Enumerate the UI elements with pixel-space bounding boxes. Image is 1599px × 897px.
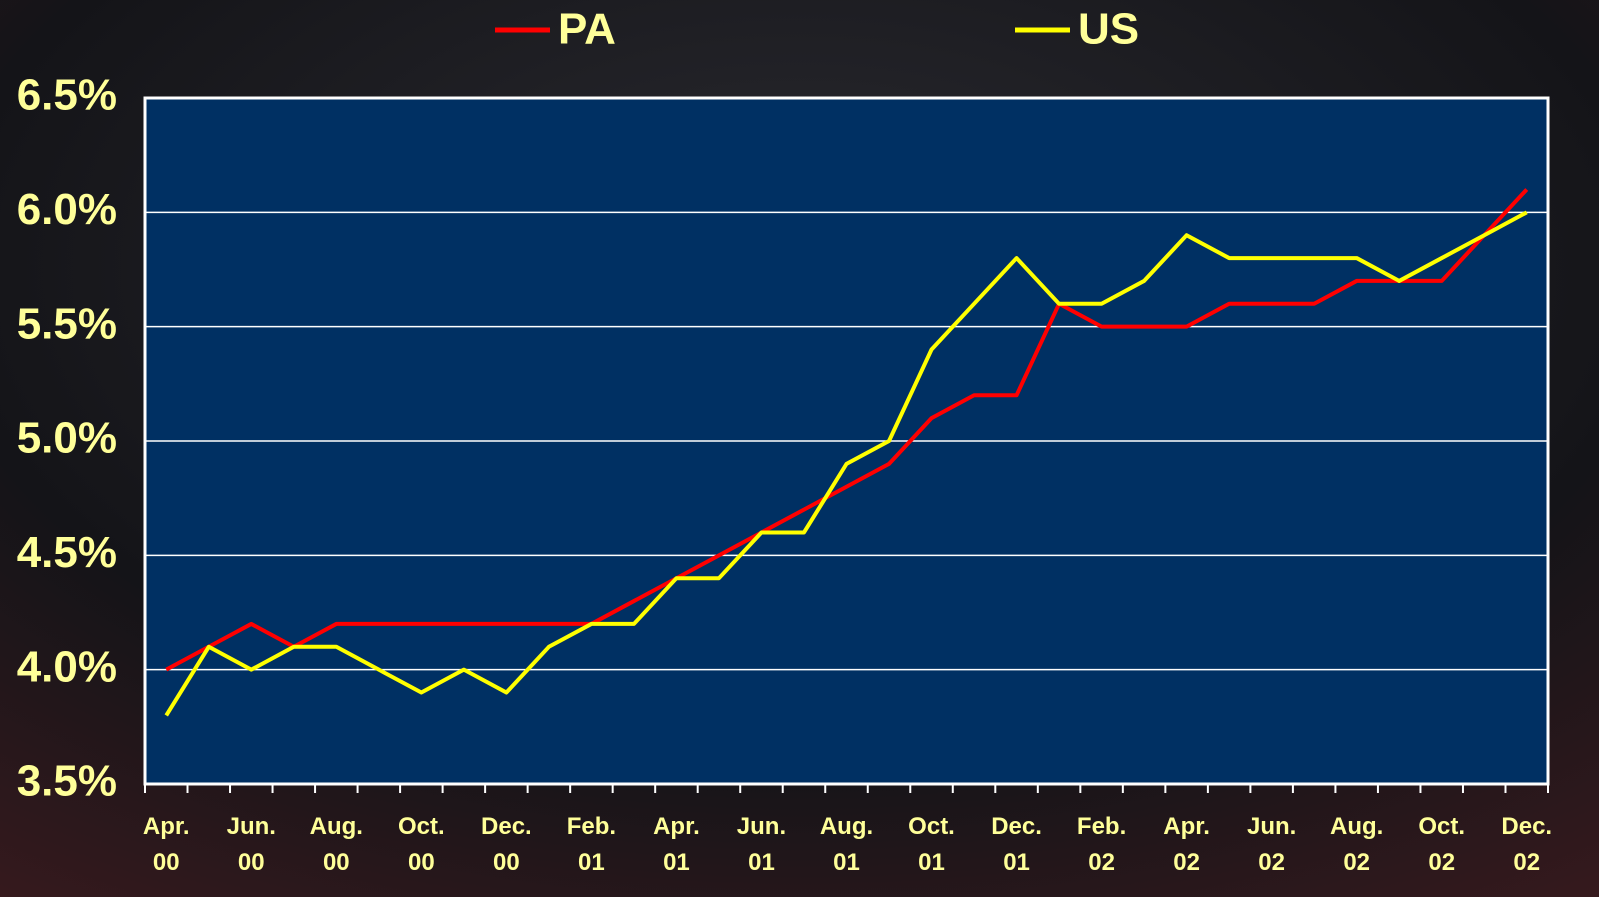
y-tick-label: 4.5% bbox=[17, 528, 117, 577]
y-tick-label: 6.5% bbox=[17, 71, 117, 120]
page: {"chart_data": {"type": "line", "categor… bbox=[0, 0, 1599, 897]
y-tick-label: 4.0% bbox=[17, 642, 117, 691]
chart: 3.5%4.0%4.5%5.0%5.5%6.0%6.5%Apr.00Jun.00… bbox=[0, 0, 1599, 897]
y-tick-label: 5.5% bbox=[17, 299, 117, 348]
y-tick-label: 5.0% bbox=[17, 414, 117, 463]
legend-label: PA bbox=[558, 5, 616, 54]
y-tick-label: 6.0% bbox=[17, 185, 117, 234]
y-tick-label: 3.5% bbox=[17, 757, 117, 806]
legend-label: US bbox=[1078, 5, 1139, 54]
